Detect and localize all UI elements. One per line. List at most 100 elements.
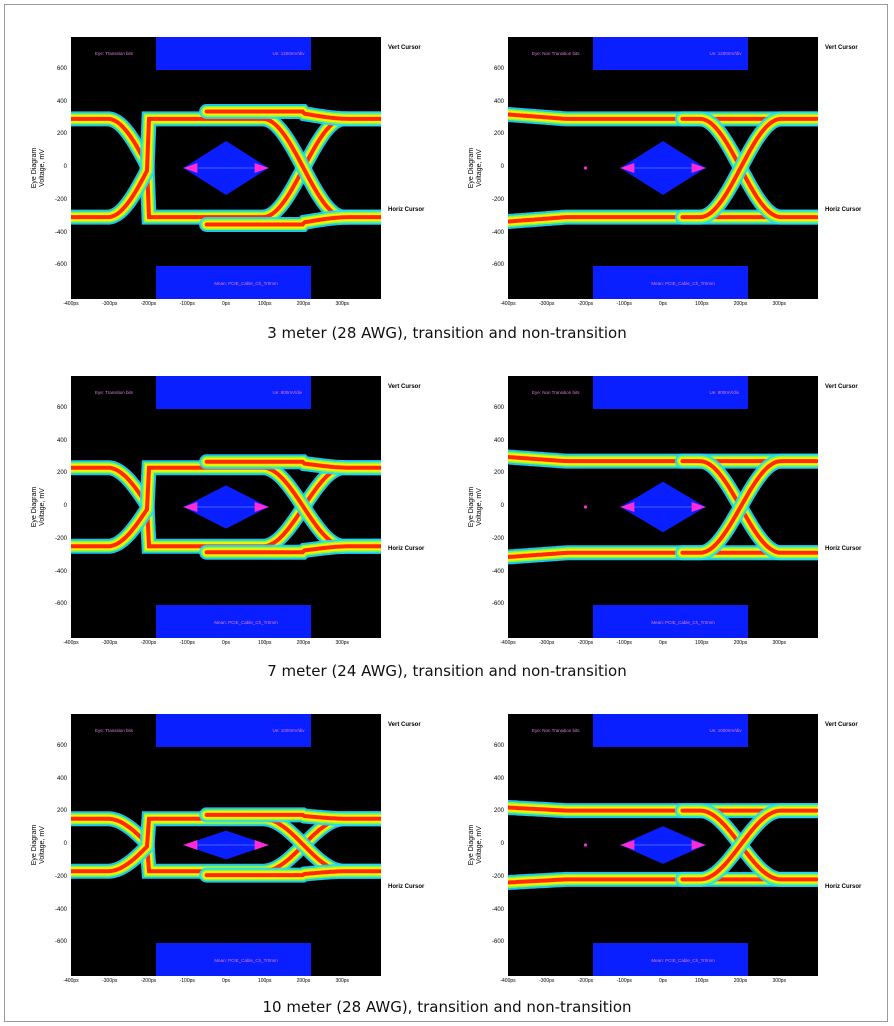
x-tick-label: 300ps xyxy=(335,978,350,984)
x-tick-label: -100ps xyxy=(616,640,632,646)
bottom-box-label: Mean: PCIE_Cable_Ch_Tr0mm xyxy=(651,958,715,963)
vert-cursor-label: Vert Cursor xyxy=(825,722,858,728)
crosspoint-dot xyxy=(583,843,588,847)
y-tick-label: 600 xyxy=(56,65,67,72)
vert-cursor-label: Vert Cursor xyxy=(388,384,421,390)
x-tick-label: 0ps xyxy=(221,301,231,307)
eye-trace-fall xyxy=(680,459,818,555)
x-tick-label: -300ps xyxy=(102,301,118,307)
vert-cursor-label: Vert Cursor xyxy=(825,45,858,51)
y-axis-title: Eye Diagram Voltage, mV xyxy=(468,147,483,189)
y-tick-label: 600 xyxy=(56,742,67,749)
x-tick-label: 0ps xyxy=(658,301,668,307)
eye-diagram-panel: Eye: Non Transition bits Ue: 800mV/div Mea… xyxy=(508,376,818,638)
figure-frame xyxy=(4,4,888,1022)
panel-corner-label: Eye: Non Transition bits xyxy=(532,390,580,395)
y-tick-label: 600 xyxy=(493,65,504,72)
lower-mask-box xyxy=(156,266,312,299)
y-tick-label: -200 xyxy=(491,535,504,542)
y-tick-label: 200 xyxy=(493,808,504,815)
eye-diagram-panel: Eye: Transition bits Ue: 1000mV/div Mean: … xyxy=(71,714,381,976)
y-tick-label: -600 xyxy=(54,262,67,269)
x-tick-label: 200ps xyxy=(733,301,748,307)
vert-cursor-label: Vert Cursor xyxy=(388,722,421,728)
eye-diagram-panel: Eye: Non Transition bits Ue: 1000mV/div Me… xyxy=(508,714,818,976)
panel-corner-label: Eye: Transition bits xyxy=(95,51,134,56)
eye-diagram-panel: Eye: Transition bits Ue: 1200mV/div Mean: … xyxy=(71,37,381,299)
x-tick-label: -300ps xyxy=(539,301,555,307)
row-caption: 7 meter (24 AWG), transition and non-tra… xyxy=(267,662,627,680)
left-marker-icon xyxy=(183,163,198,173)
y-tick-label: -600 xyxy=(491,262,504,269)
right-marker-icon xyxy=(254,163,269,173)
x-tick-label: -200ps xyxy=(577,640,594,646)
eye-trace-rise xyxy=(680,808,818,882)
right-marker-icon xyxy=(691,502,706,512)
y-tick-label: -400 xyxy=(491,906,504,913)
x-tick-label: 300ps xyxy=(772,640,787,646)
eye-diagram-panel: Eye: Non Transition bits Ue: 1200mV/div Me… xyxy=(508,37,818,299)
x-tick-label: 100ps xyxy=(694,301,709,307)
x-tick-label: -400ps xyxy=(63,640,79,646)
x-tick-label: 300ps xyxy=(335,301,350,307)
x-tick-label: 200ps xyxy=(733,640,748,646)
row-caption: 10 meter (28 AWG), transition and non-tr… xyxy=(262,998,632,1016)
x-tick-label: 100ps xyxy=(257,640,272,646)
crosspoint-dot xyxy=(583,166,588,170)
horiz-cursor-label: Horiz Cursor xyxy=(825,546,862,553)
x-tick-label: -400ps xyxy=(500,978,516,984)
y-tick-label: 400 xyxy=(493,98,504,105)
vert-cursor-label: Vert Cursor xyxy=(825,384,858,390)
right-marker-icon xyxy=(691,163,706,173)
x-tick-label: -400ps xyxy=(500,640,516,646)
x-tick-label: -100ps xyxy=(179,640,195,646)
eye-trace-upper-tail xyxy=(204,459,381,470)
x-tick-label: 300ps xyxy=(772,301,787,307)
x-tick-label: -400ps xyxy=(63,301,79,307)
upper-mask-box xyxy=(593,376,749,409)
horiz-cursor-label: Horiz Cursor xyxy=(825,207,862,214)
y-tick-label: -400 xyxy=(491,568,504,575)
horiz-cursor-label: Horiz Cursor xyxy=(825,884,862,891)
eye-plot-svg xyxy=(71,454,381,560)
x-tick-label: -200ps xyxy=(577,301,594,307)
y-tick-label: 400 xyxy=(56,775,67,782)
panel-corner-label: Eye: Non Transition bits xyxy=(532,728,580,733)
y-tick-label: -400 xyxy=(54,229,67,236)
y-tick-label: -400 xyxy=(54,568,67,575)
x-tick-label: 100ps xyxy=(257,978,272,984)
left-marker-icon xyxy=(183,502,198,512)
eye-trace-rise xyxy=(680,459,818,555)
left-marker-icon xyxy=(183,840,198,850)
y-tick-label: 0 xyxy=(500,841,504,847)
upper-mask-box xyxy=(156,714,312,747)
horiz-cursor-label: Horiz Cursor xyxy=(388,884,425,891)
y-tick-label: 600 xyxy=(493,404,504,411)
top-box-label: Ue: 800mV/div xyxy=(709,390,740,395)
x-tick-label: -100ps xyxy=(616,978,632,984)
y-tick-label: -200 xyxy=(491,873,504,880)
x-tick-label: 100ps xyxy=(694,640,709,646)
row-caption: 3 meter (28 AWG), transition and non-tra… xyxy=(267,324,627,342)
eye-trace-lower-tail xyxy=(204,869,381,878)
horiz-cursor-label: Horiz Cursor xyxy=(388,546,425,553)
x-tick-label: -200ps xyxy=(140,640,157,646)
y-axis-title: Eye Diagram Voltage, mV xyxy=(468,486,483,528)
eye-plot-svg xyxy=(508,800,818,890)
x-tick-label: -300ps xyxy=(539,640,555,646)
x-tick-label: -300ps xyxy=(102,978,118,984)
y-tick-label: 0 xyxy=(63,841,67,847)
y-tick-label: 600 xyxy=(493,742,504,749)
left-marker-icon xyxy=(620,840,635,850)
panel-corner-label: Eye: Transition bits xyxy=(95,728,134,733)
lower-mask-box xyxy=(156,605,312,638)
upper-mask-box xyxy=(156,376,312,409)
lower-mask-box xyxy=(593,943,749,976)
x-tick-label: -100ps xyxy=(179,301,195,307)
x-tick-label: 200ps xyxy=(733,978,748,984)
x-tick-label: 200ps xyxy=(296,978,311,984)
bottom-box-label: Mean: PCIE_Cable_Ch_Tr0mm xyxy=(214,281,278,286)
eye-trace-upper-tail xyxy=(204,109,381,121)
y-axis-title: Eye Diagram Voltage, mV xyxy=(31,147,46,189)
x-tick-label: 100ps xyxy=(257,301,272,307)
